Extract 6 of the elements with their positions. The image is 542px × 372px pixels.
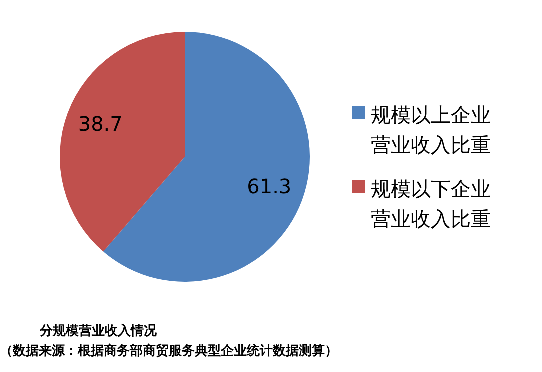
legend-label: 规模以下企业营业收入比重 — [371, 176, 492, 233]
data-label: 38.7 — [78, 112, 123, 136]
data-label: 61.3 — [247, 174, 292, 198]
legend-label: 规模以上企业营业收入比重 — [371, 102, 492, 159]
text: （数据来源：根据商务部商贸服务典型企业统计数据测算） — [0, 342, 339, 361]
text: 分规模营业收入情况 — [38, 322, 158, 341]
